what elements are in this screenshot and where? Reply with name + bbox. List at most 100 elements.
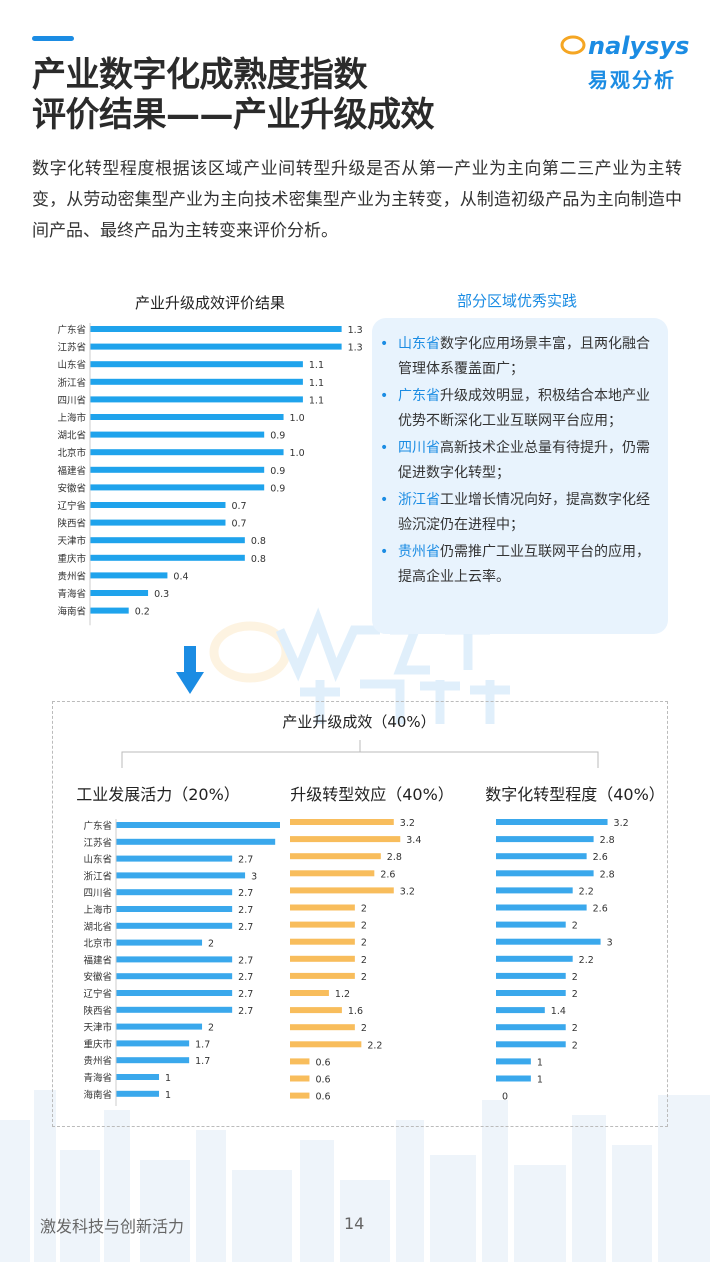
bar	[290, 904, 355, 911]
value-label: 3.2	[614, 818, 629, 829]
practice-region: 山东省	[398, 336, 440, 352]
value-label: 0.9	[270, 466, 285, 477]
bar	[290, 819, 394, 825]
value-label: 0.3	[154, 589, 169, 600]
value-label: 0.2	[135, 607, 150, 618]
bar	[496, 819, 608, 825]
value-label: 2	[572, 972, 578, 983]
bar	[290, 836, 401, 843]
value-label: 1.7	[195, 1056, 210, 1067]
bar	[90, 484, 265, 491]
practice-panel	[372, 318, 668, 634]
value-label: 2	[361, 938, 367, 949]
value-label: 1.3	[348, 343, 363, 354]
bar	[496, 870, 594, 877]
bar	[116, 872, 246, 879]
bar	[90, 414, 284, 420]
value-label: 2.7	[238, 972, 253, 983]
category-label: 陕西省	[83, 1005, 112, 1017]
upgrade-results-bar-chart: 广东省 1.3 江苏省 1.3 山东省 1.1 浙江省 1.1 四川省 1.1 上海市 1.0 湖北省 0…	[57, 323, 363, 626]
logo-en-text: nalysys	[588, 32, 690, 60]
bar	[290, 990, 329, 996]
category-label: 重庆市	[83, 1038, 112, 1050]
sub-chart-title-digital-degree: 数字化转型程度（40%）	[485, 785, 665, 804]
bar	[116, 939, 203, 946]
bar	[496, 938, 601, 945]
value-label: 1.1	[309, 395, 324, 406]
category-label: 上海市	[83, 904, 112, 916]
bar	[290, 853, 381, 860]
category-label: 江苏省	[57, 342, 86, 354]
bullet-dot-icon: •	[380, 388, 389, 404]
page-title-line-1: 产业数字化成熟度指数	[32, 55, 368, 95]
value-label: 2.7	[238, 955, 253, 966]
value-label: 1.0	[290, 448, 305, 459]
bar	[496, 990, 566, 996]
category-label: 湖北省	[83, 921, 112, 933]
practice-item: • 四川省高新技术企业总量有待提升，仍需促进数字化转型；	[380, 436, 650, 486]
value-label: 2	[572, 921, 578, 932]
value-label: 0.7	[231, 501, 246, 512]
bar	[290, 1007, 342, 1014]
value-label: 2.2	[579, 886, 594, 897]
value-label: 1	[537, 1075, 543, 1086]
value-label: 0.6	[315, 1075, 330, 1086]
bar	[496, 1024, 566, 1031]
bar	[496, 1058, 531, 1065]
practice-text: 数字化应用场景丰富，且两化融合管理体系覆盖面广；	[398, 336, 650, 377]
bar	[90, 431, 265, 438]
bar	[90, 502, 226, 508]
bar	[496, 921, 566, 928]
value-label: 2	[572, 1023, 578, 1034]
practice-region: 浙江省	[398, 492, 440, 508]
practice-item: • 浙江省工业增长情况向好，提高数字化经验沉淀仍在进程中；	[380, 488, 650, 538]
sub-panel-title: 产业升级成效（40%）	[282, 713, 436, 731]
category-label: 浙江省	[83, 870, 112, 882]
bar	[290, 870, 375, 877]
category-label: 辽宁省	[57, 500, 86, 512]
category-label: 辽宁省	[83, 988, 112, 1000]
value-label: 2.7	[238, 1006, 253, 1017]
bar	[496, 1041, 566, 1048]
category-label: 贵州省	[57, 570, 86, 582]
bar	[116, 1023, 203, 1030]
sub-chart-title-industry-vitality: 工业发展活力（20%）	[76, 785, 240, 804]
bar	[116, 822, 280, 828]
category-label: 四川省	[57, 394, 86, 406]
value-label: 0.9	[270, 431, 285, 442]
bar	[290, 972, 355, 979]
bar	[116, 973, 233, 980]
analysys-logo: nalysys	[560, 32, 689, 60]
practice-item: • 山东省数字化应用场景丰富，且两化融合管理体系覆盖面广；	[380, 332, 650, 382]
value-label: 3	[607, 938, 613, 949]
bar	[90, 537, 245, 544]
bar	[290, 955, 355, 962]
practice-text: 工业增长情况向好，提高数字化经验沉淀仍在进程中；	[398, 492, 650, 533]
value-label: 2	[361, 972, 367, 983]
chart-title-upgrade-results: 产业升级成效评价结果	[134, 294, 285, 312]
bar	[290, 921, 355, 928]
practice-text: 仍需推广工业互联网平台的应用，提高企业上云率。	[398, 544, 650, 585]
practice-list: • 山东省数字化应用场景丰富，且两化融合管理体系覆盖面广； • 广东省升级成效明显，…	[380, 332, 650, 592]
category-label: 北京市	[57, 447, 86, 459]
value-label: 0.6	[315, 1092, 330, 1103]
value-label: 3.2	[400, 818, 415, 829]
bullet-dot-icon: •	[380, 544, 389, 560]
category-label: 海南省	[83, 1089, 112, 1101]
bar	[290, 1024, 355, 1031]
bar	[90, 343, 342, 350]
page-title-line-2: 评价结果——产业升级成效	[32, 95, 435, 135]
category-label: 山东省	[57, 359, 86, 371]
value-label: 2.2	[579, 955, 594, 966]
value-label: 2.7	[238, 922, 253, 933]
value-label: 2	[208, 939, 214, 950]
value-label: 0.9	[270, 483, 285, 494]
city-skyline-background	[0, 1090, 710, 1262]
value-label: 2	[572, 989, 578, 1000]
category-label: 福建省	[57, 465, 86, 477]
value-label: 1	[537, 1057, 543, 1068]
category-label: 青海省	[57, 588, 86, 600]
bar	[496, 887, 573, 894]
bar	[90, 519, 226, 526]
